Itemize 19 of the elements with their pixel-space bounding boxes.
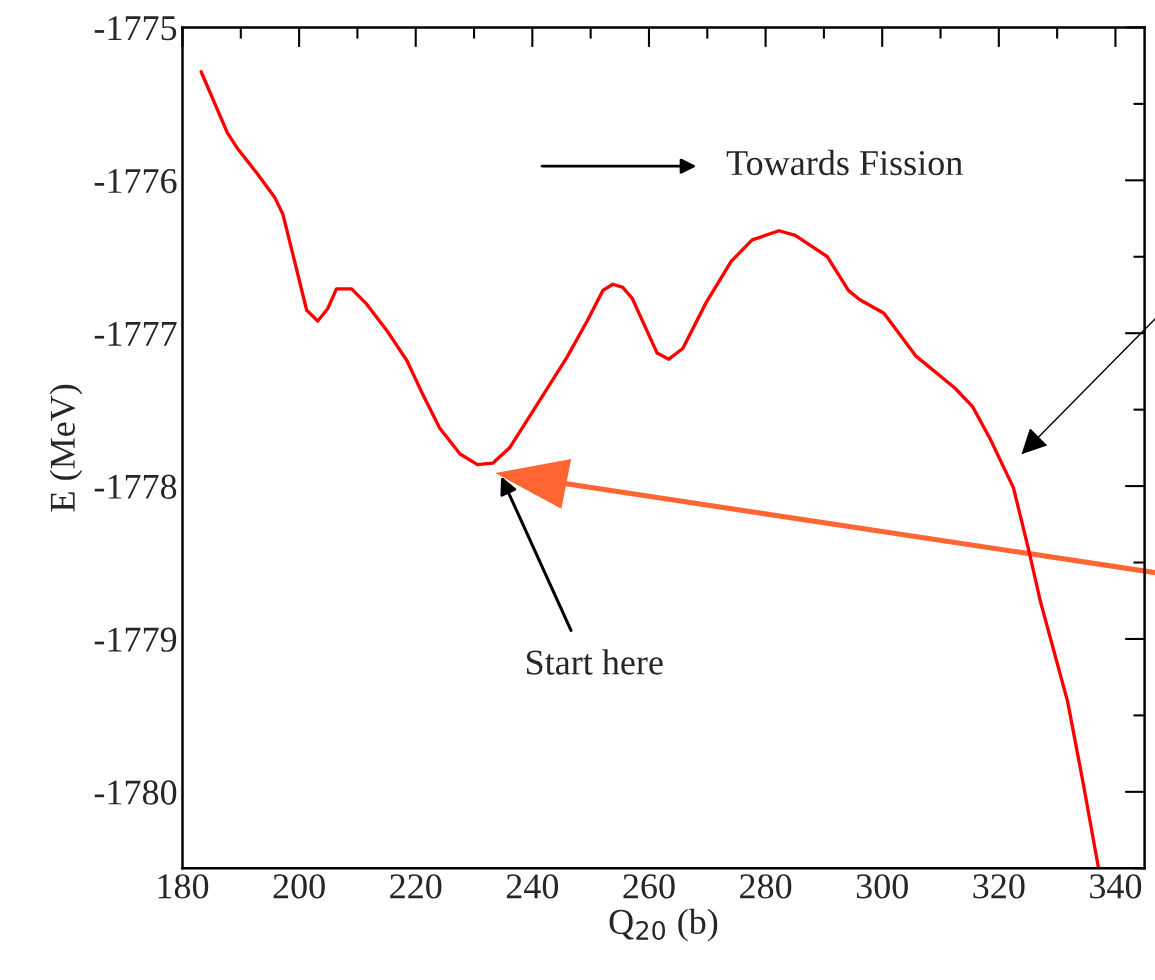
x-tick-label: 280 <box>740 874 792 899</box>
annotation: Towards Fission <box>726 149 963 176</box>
x-tick-label: 240 <box>506 874 559 899</box>
x-tick-label: 260 <box>623 874 675 899</box>
y-tick-label: -1776 <box>94 168 177 194</box>
y-tick-label: -1778 <box>94 474 177 499</box>
x-tick-label: 320 <box>973 874 1025 899</box>
y-tick-label: -1775 <box>94 16 177 41</box>
x-tick-label: 340 <box>1090 874 1142 899</box>
y-tick-label: -1779 <box>94 627 177 652</box>
y-axis-title: E (MeV) <box>49 384 83 512</box>
x-tick-label: 200 <box>273 874 325 899</box>
x-tick-label: 300 <box>856 874 908 899</box>
y-tick-label: -1777 <box>94 321 177 346</box>
annotation: Start here <box>527 649 663 675</box>
x-tick-label: 220 <box>390 874 442 899</box>
x-tick-label: 180 <box>158 874 209 899</box>
x-axis-title: Q$_{20}$ (b) <box>609 908 718 942</box>
y-tick-label: -1780 <box>94 780 177 805</box>
